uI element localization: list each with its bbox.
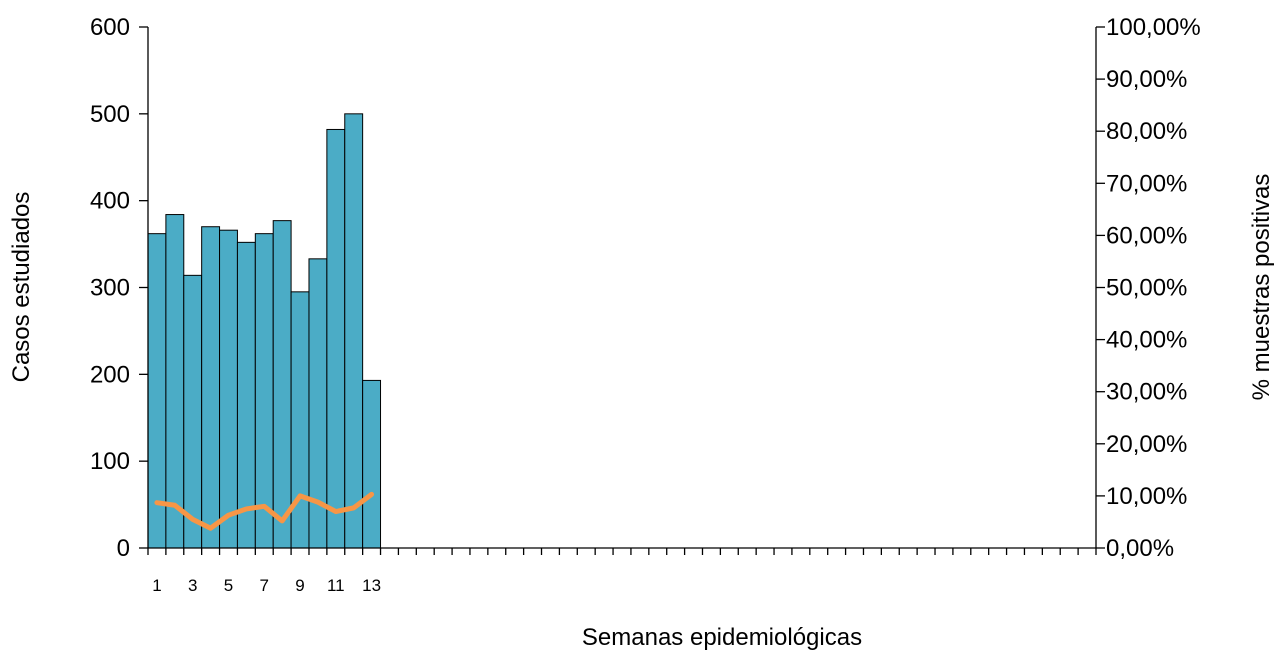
- y2-tick-label: 40,00%: [1106, 327, 1187, 354]
- x-tick-label: 1: [152, 576, 161, 595]
- y-tick-label: 200: [90, 361, 130, 388]
- bar-week-2: [165, 214, 185, 549]
- bar-week-9: [290, 291, 310, 549]
- bar-week-7: [254, 233, 274, 549]
- bar-week-8: [272, 220, 292, 549]
- line-series: [154, 491, 375, 531]
- x-tick-label: 7: [260, 576, 269, 595]
- y2-tick-label: 90,00%: [1106, 66, 1187, 93]
- x-tick-label: 9: [295, 576, 304, 595]
- y2-tick-label: 0,00%: [1106, 535, 1174, 562]
- x-tick-label: 5: [224, 576, 233, 595]
- y2-tick-label: 30,00%: [1106, 379, 1187, 406]
- y-tick-label: 500: [90, 101, 130, 128]
- y-tick-label: 100: [90, 448, 130, 475]
- bar-week-13: [362, 379, 382, 549]
- bar-week-3: [183, 274, 203, 549]
- x-axis-label: Semanas epidemiológicas: [582, 624, 862, 651]
- y-tick-label: 0: [117, 535, 130, 562]
- x-tick-label: 11: [327, 576, 345, 595]
- axis-labels: Semanas epidemiológicas Casos estudiados…: [8, 174, 1275, 651]
- bar-week-11: [326, 128, 346, 549]
- axes: 0 100 200 300 400 500 600 0,00% 10,00% 20,00% 30,0…: [90, 14, 1201, 595]
- y2-tick-label: 100,00%: [1106, 14, 1201, 41]
- bar-week-6: [236, 241, 256, 549]
- y-tick-label: 400: [90, 188, 130, 215]
- x-tick-label: 3: [188, 576, 197, 595]
- bar-week-5: [219, 229, 238, 549]
- bar-week-4: [201, 226, 221, 549]
- bar-series: [147, 113, 382, 549]
- y2-tick-label: 20,00%: [1106, 431, 1187, 458]
- y2-axis-label: % muestras positivas: [1248, 174, 1275, 401]
- y2-tick-label: 50,00%: [1106, 275, 1187, 302]
- y-axis-label: Casos estudiados: [8, 192, 35, 383]
- y2-tick-label: 60,00%: [1106, 222, 1187, 249]
- y-tick-label: 600: [90, 14, 130, 41]
- x-tick-label: 13: [362, 576, 381, 595]
- y2-tick-label: 80,00%: [1106, 118, 1187, 145]
- bar-week-12: [344, 113, 364, 549]
- y2-tick-label: 10,00%: [1106, 483, 1187, 510]
- y2-tick-label: 70,00%: [1106, 170, 1187, 197]
- y-tick-label: 300: [90, 275, 130, 302]
